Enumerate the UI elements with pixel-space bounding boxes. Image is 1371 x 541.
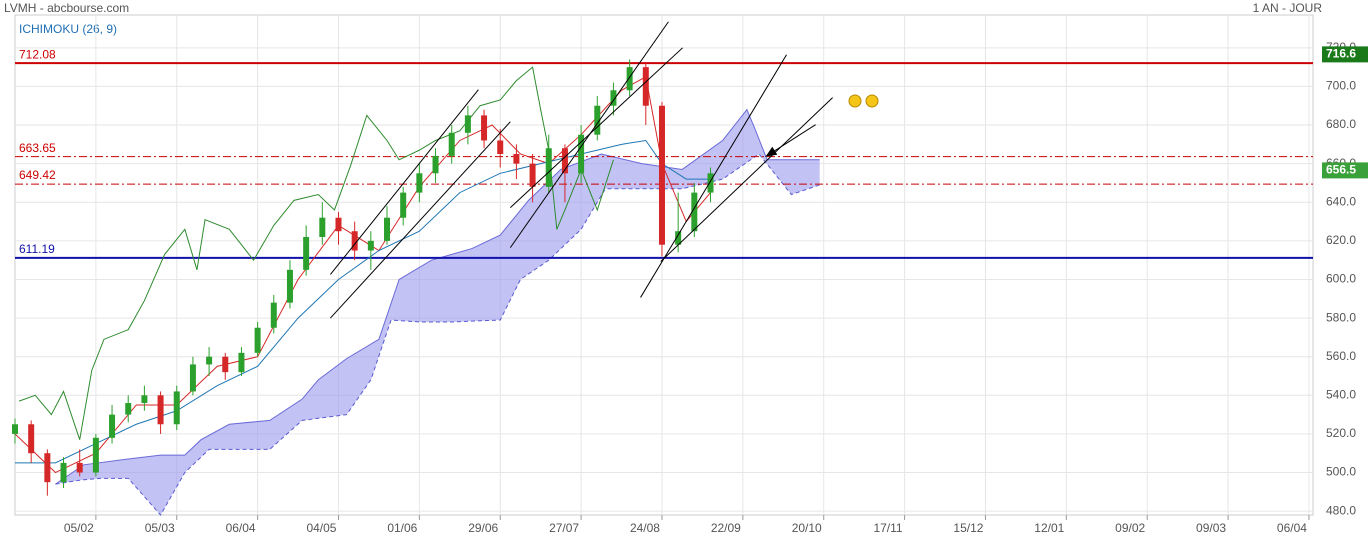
candle-body [481, 115, 488, 141]
candle-body [270, 302, 277, 328]
level-label: 712.08 [19, 47, 56, 61]
candle-body [125, 403, 132, 415]
chart-title: LVMH - abcbourse.com [4, 1, 129, 15]
x-tick-label: 12/01 [1034, 521, 1064, 535]
candle-body [319, 217, 326, 238]
candle-body [12, 424, 18, 434]
candle-body [691, 192, 698, 232]
indicator-label: ICHIMOKU (26, 9) [19, 22, 117, 36]
candle-body [561, 148, 568, 174]
candle-body [76, 462, 83, 473]
candle-body [545, 148, 552, 187]
trend-line [660, 97, 833, 262]
candle-body [367, 240, 374, 251]
candle-body [513, 153, 520, 164]
x-tick-label: 24/08 [630, 521, 660, 535]
level-label: 649.42 [19, 168, 56, 182]
indicator-line [18, 66, 614, 440]
candle-body [157, 395, 164, 425]
level-label: 663.65 [19, 141, 56, 155]
y-tick-label: 680.0 [1326, 117, 1356, 131]
y-tick-label: 560.0 [1326, 349, 1356, 363]
candle-body [335, 217, 342, 232]
x-tick-label: 01/06 [387, 521, 417, 535]
candle-body [642, 67, 649, 106]
candle-body [416, 173, 423, 193]
candle-body [92, 437, 99, 473]
indicator-line [14, 76, 711, 474]
candle-body [658, 105, 665, 245]
candle-body [28, 424, 35, 454]
candle-body [206, 356, 213, 365]
x-tick-label: 06/04 [226, 521, 256, 535]
candle-body [497, 140, 504, 154]
y-tick-label: 540.0 [1326, 387, 1356, 401]
x-tick-label: 09/02 [1115, 521, 1145, 535]
x-tick-label: 15/12 [953, 521, 983, 535]
candle-body [44, 453, 51, 483]
candle-body [238, 352, 245, 373]
candle-body [707, 173, 714, 193]
trend-line [330, 121, 511, 319]
candle-body [286, 269, 293, 303]
x-tick-label: 29/06 [468, 521, 498, 535]
y-tick-label: 620.0 [1326, 233, 1356, 247]
y-tick-label: 580.0 [1326, 310, 1356, 324]
x-tick-label: 06/04 [1277, 521, 1307, 535]
y-tick-label: 700.0 [1326, 79, 1356, 93]
price-tag [1322, 162, 1368, 179]
y-tick-label: 500.0 [1326, 465, 1356, 479]
chart-subtitle: 1 AN - JOUR [1253, 1, 1323, 15]
x-tick-label: 22/09 [711, 521, 741, 535]
candle-body [303, 237, 310, 270]
candle-body [464, 115, 471, 133]
arrow-head [765, 146, 778, 157]
candle-body [351, 231, 358, 251]
x-tick-label: 05/02 [64, 521, 94, 535]
x-tick-label: 20/10 [792, 521, 822, 535]
y-tick-label: 520.0 [1326, 426, 1356, 440]
price-tag-label: 716.6 [1326, 47, 1356, 61]
y-tick-label: 480.0 [1326, 503, 1356, 517]
y-tick-label: 640.0 [1326, 194, 1356, 208]
candle-body [626, 67, 633, 91]
candle-body [529, 163, 536, 187]
candle-body [109, 414, 116, 438]
level-label: 611.19 [19, 242, 55, 256]
x-tick-label: 09/03 [1196, 521, 1226, 535]
candle-body [578, 134, 585, 174]
candle-body [60, 462, 67, 483]
x-tick-label: 27/07 [549, 521, 579, 535]
plot-frame [14, 14, 1314, 516]
candle-body [254, 327, 261, 353]
price-tag [1322, 46, 1368, 63]
ichimoku-cloud [55, 109, 820, 515]
candle-body [675, 231, 682, 245]
cloud-span-a [55, 108, 820, 485]
candle-body [222, 356, 229, 373]
candle-body [610, 90, 617, 106]
candle-body [384, 217, 391, 241]
candle-body [448, 132, 455, 156]
candle-body [594, 105, 601, 135]
y-tick-label: 600.0 [1326, 272, 1356, 286]
emoji-icons [848, 94, 879, 108]
candle-body [173, 391, 180, 425]
x-tick-label: 05/03 [145, 521, 175, 535]
candle-body [141, 395, 148, 404]
candle-body [400, 192, 407, 218]
candle-body [432, 155, 439, 174]
trend-line [510, 47, 683, 209]
trend-line [330, 89, 479, 275]
x-tick-label: 04/05 [306, 521, 336, 535]
x-tick-label: 17/11 [873, 521, 902, 535]
indicator-line [15, 139, 711, 464]
candle-body [189, 364, 196, 392]
price-tag-label: 656.5 [1326, 163, 1356, 177]
